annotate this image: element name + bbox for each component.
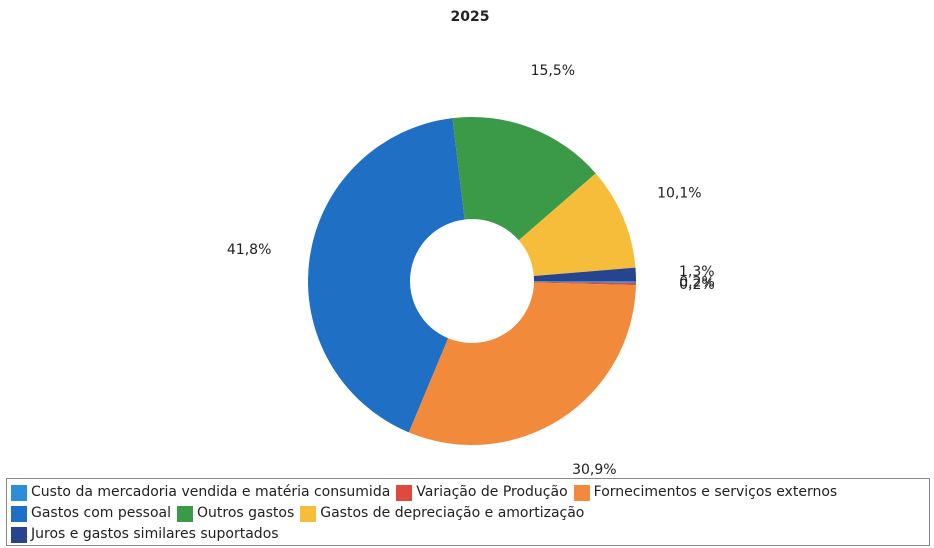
legend-item: Gastos de depreciação e amortização: [300, 503, 584, 524]
legend-label: Fornecimentos e serviços externos: [593, 484, 838, 500]
legend-label: Juros e gastos similares suportados: [31, 526, 279, 542]
slice: [452, 117, 596, 241]
slice: [533, 281, 636, 284]
data-label: 0,2%: [679, 277, 715, 293]
data-label: 30,9%: [572, 462, 616, 478]
slice: [308, 118, 465, 433]
legend-swatch: [177, 505, 193, 522]
legend-swatch: [11, 484, 27, 501]
slice: [533, 267, 636, 281]
legend-item: Fornecimentos e serviços externos: [573, 482, 838, 503]
slice: [408, 282, 636, 445]
legend-label: Custo da mercadoria vendida e matéria co…: [31, 484, 391, 500]
legend-swatch: [573, 484, 590, 501]
legend-label: Gastos de depreciação e amortização: [320, 505, 585, 521]
legend-item: Variação de Produção: [396, 482, 568, 503]
legend-label: Outros gastos: [197, 505, 295, 521]
chart-title: 2025: [451, 9, 490, 25]
legend-item: Gastos com pessoal: [11, 503, 171, 524]
slice: [518, 173, 636, 276]
data-label: 41,8%: [227, 242, 271, 258]
legend-swatch: [300, 505, 317, 522]
slice: [533, 281, 636, 286]
legend-label: Variação de Produção: [416, 484, 568, 500]
legend-swatch: [396, 484, 413, 501]
legend-item: Custo da mercadoria vendida e matéria co…: [11, 482, 390, 503]
legend-swatch: [11, 526, 27, 543]
legend-swatch: [11, 505, 27, 522]
data-label: 0,2%: [679, 274, 715, 290]
data-label: 10,1%: [657, 186, 701, 202]
legend: Custo da mercadoria vendida e matéria co…: [6, 478, 930, 546]
legend-label: Gastos com pessoal: [31, 505, 171, 521]
data-label: 15,5%: [531, 63, 575, 79]
chart: 2025 0,2%0,2%30,9%41,8%15,5%10,1%1,3%: [227, 9, 715, 478]
legend-item: Outros gastos: [177, 503, 294, 524]
data-label: 1,3%: [679, 264, 715, 280]
legend-item: Juros e gastos similares suportados: [11, 524, 279, 545]
